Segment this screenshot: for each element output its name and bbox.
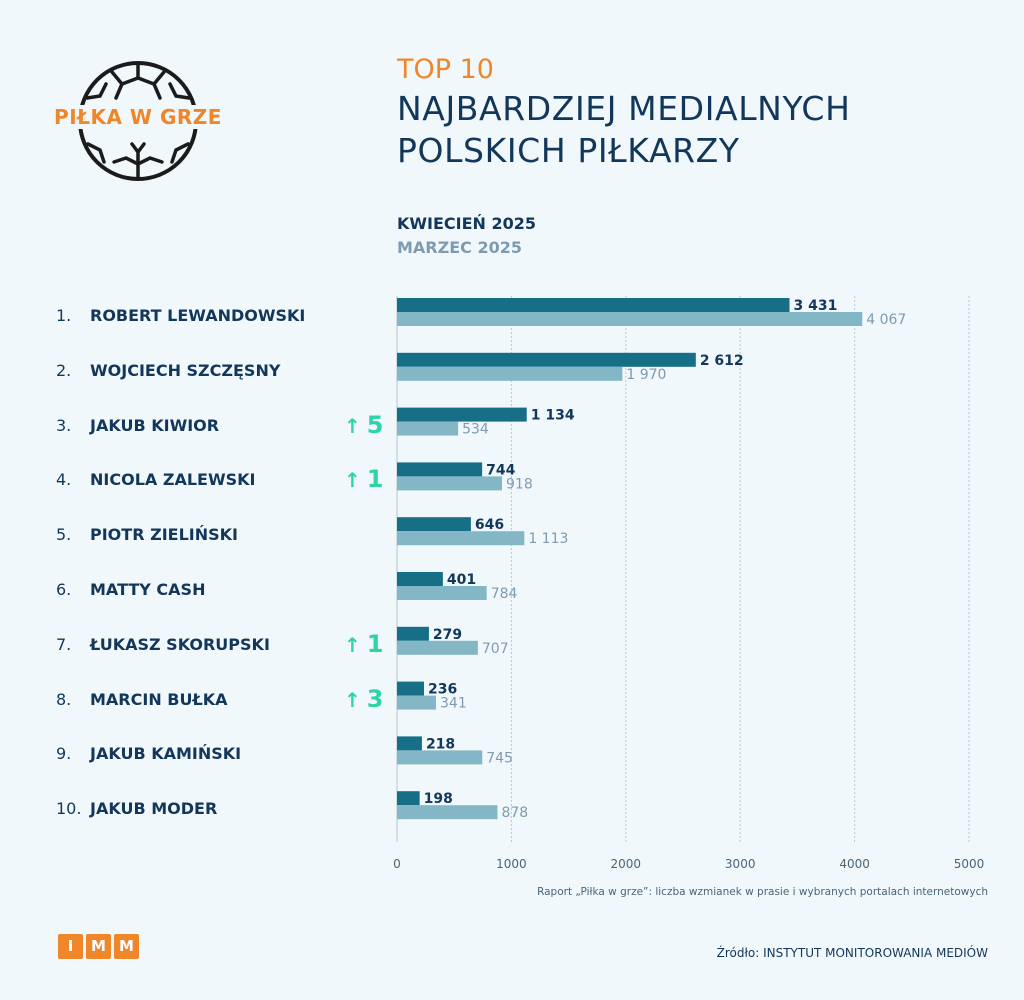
arrow-up-icon: ↑: [344, 687, 361, 712]
rank-change: ↑ 1: [344, 465, 383, 493]
bar-label-current: 2 612: [700, 353, 744, 369]
bar-current: [397, 517, 471, 532]
logo-text: PIŁKA W GRZE: [50, 105, 226, 129]
bar-current: [397, 462, 483, 477]
player-name: JAKUB KAMIŃSKI: [90, 744, 242, 764]
player-rank: 9.: [56, 744, 72, 764]
x-tick-label: 2000: [611, 857, 642, 871]
chart-title-line: POLSKICH PIŁKARZY: [397, 131, 740, 170]
bar-current: [397, 407, 527, 422]
bar-label-current: 236: [428, 682, 457, 698]
player-name: MATTY CASH: [90, 580, 206, 599]
bar-label-current: 218: [426, 736, 455, 752]
bar-label-current: 3 431: [794, 298, 838, 314]
bar-previous: [397, 421, 459, 436]
bar-previous: [397, 695, 437, 710]
bar-previous: [397, 805, 498, 820]
legend-current: KWIECIEŃ 2025: [397, 214, 537, 233]
bar-previous: [397, 531, 525, 546]
bar-previous: [397, 312, 863, 326]
player-name: ROBERT LEWANDOWSKI: [90, 306, 306, 325]
bar-current: [397, 626, 429, 641]
player-rank: 5.: [56, 525, 72, 545]
bar-label-previous: 4 067: [866, 312, 906, 328]
player-name: MARCIN BUŁKA: [90, 689, 228, 709]
bar-current: [397, 736, 422, 751]
bar-label-previous: 1 970: [626, 367, 666, 383]
bar-label-current: 1 134: [531, 408, 575, 424]
bar-current: [397, 791, 420, 806]
bar-label-current: 646: [475, 517, 504, 533]
bar-label-previous: 534: [462, 422, 489, 438]
rank-change-value: 1: [366, 629, 384, 658]
football-icon: [78, 61, 198, 181]
x-tick-label: 3000: [725, 857, 756, 871]
bar-current: [397, 352, 696, 367]
player-name: PIOTR ZIELIŃSKI: [90, 525, 238, 545]
report-note: Raport „Piłka w grze”: liczba wzmianek w…: [537, 886, 988, 898]
bar-previous: [397, 586, 487, 600]
bar-label-current: 401: [447, 572, 476, 588]
bar-label-current: 744: [486, 462, 515, 478]
player-name: NICOLA ZALEWSKI: [90, 470, 256, 490]
bar-previous: [397, 476, 503, 491]
chart-title: NAJBARDZIEJ MEDIALNYCH POLSKICH PIŁKARZY: [397, 88, 850, 172]
bar-current: [397, 681, 424, 696]
chart-title-line: NAJBARDZIEJ MEDIALNYCH: [397, 89, 851, 128]
rank-change-value: 3: [366, 684, 384, 713]
bar-previous: [397, 640, 478, 655]
bar-label-previous: 745: [486, 750, 513, 766]
player-rank: 3.: [56, 415, 72, 435]
rank-change-value: 5: [366, 410, 384, 439]
bar-previous: [397, 366, 623, 381]
x-tick-label: 0: [393, 857, 401, 871]
bar-previous: [397, 750, 483, 765]
bar-label-previous: 784: [491, 586, 518, 602]
arrow-up-icon: ↑: [344, 468, 361, 493]
player-rank: 8.: [56, 689, 72, 709]
player-rank: 2.: [56, 360, 72, 380]
player-rank: 10.: [56, 799, 82, 819]
bar-label-current: 279: [433, 627, 462, 643]
imm-logo-letter: M: [86, 934, 111, 959]
player-name: JAKUB KIWIOR: [90, 415, 220, 435]
rank-change: ↑ 5: [344, 411, 383, 439]
chart-kicker: TOP 10: [397, 54, 494, 85]
player-rank: 6.: [56, 580, 72, 599]
logo: PIŁKA W GRZE: [50, 58, 226, 184]
rank-change: ↑ 1: [344, 630, 383, 658]
x-tick-label: 5000: [954, 857, 985, 871]
player-rank: 1.: [56, 306, 72, 325]
imm-logo-letter: M: [114, 934, 139, 959]
bar-label-previous: 707: [482, 641, 509, 657]
bar-label-current: 198: [424, 791, 453, 807]
bar-label-previous: 1 113: [528, 531, 568, 547]
player-name: JAKUB MODER: [90, 799, 218, 819]
bar-current: [397, 298, 790, 312]
x-tick-label: 4000: [839, 857, 870, 871]
arrow-up-icon: ↑: [344, 413, 361, 438]
player-name: WOJCIECH SZCZĘSNY: [90, 360, 281, 380]
imm-logo-letter: I: [58, 934, 83, 959]
bar-label-previous: 918: [506, 476, 533, 492]
arrow-up-icon: ↑: [344, 632, 361, 657]
rank-change: ↑ 3: [344, 685, 383, 713]
player-rank: 4.: [56, 470, 72, 490]
legend-previous: MARZEC 2025: [397, 238, 522, 257]
bar-label-previous: 878: [501, 805, 528, 821]
bar-current: [397, 572, 443, 586]
player-name: ŁUKASZ SKORUPSKI: [90, 634, 270, 654]
bar-label-previous: 341: [440, 696, 467, 712]
source-credit: Źródło: INSTYTUT MONITOROWANIA MEDIÓW: [716, 946, 988, 960]
player-rank: 7.: [56, 634, 72, 654]
rank-change-value: 1: [366, 465, 384, 494]
x-tick-label: 1000: [496, 857, 527, 871]
